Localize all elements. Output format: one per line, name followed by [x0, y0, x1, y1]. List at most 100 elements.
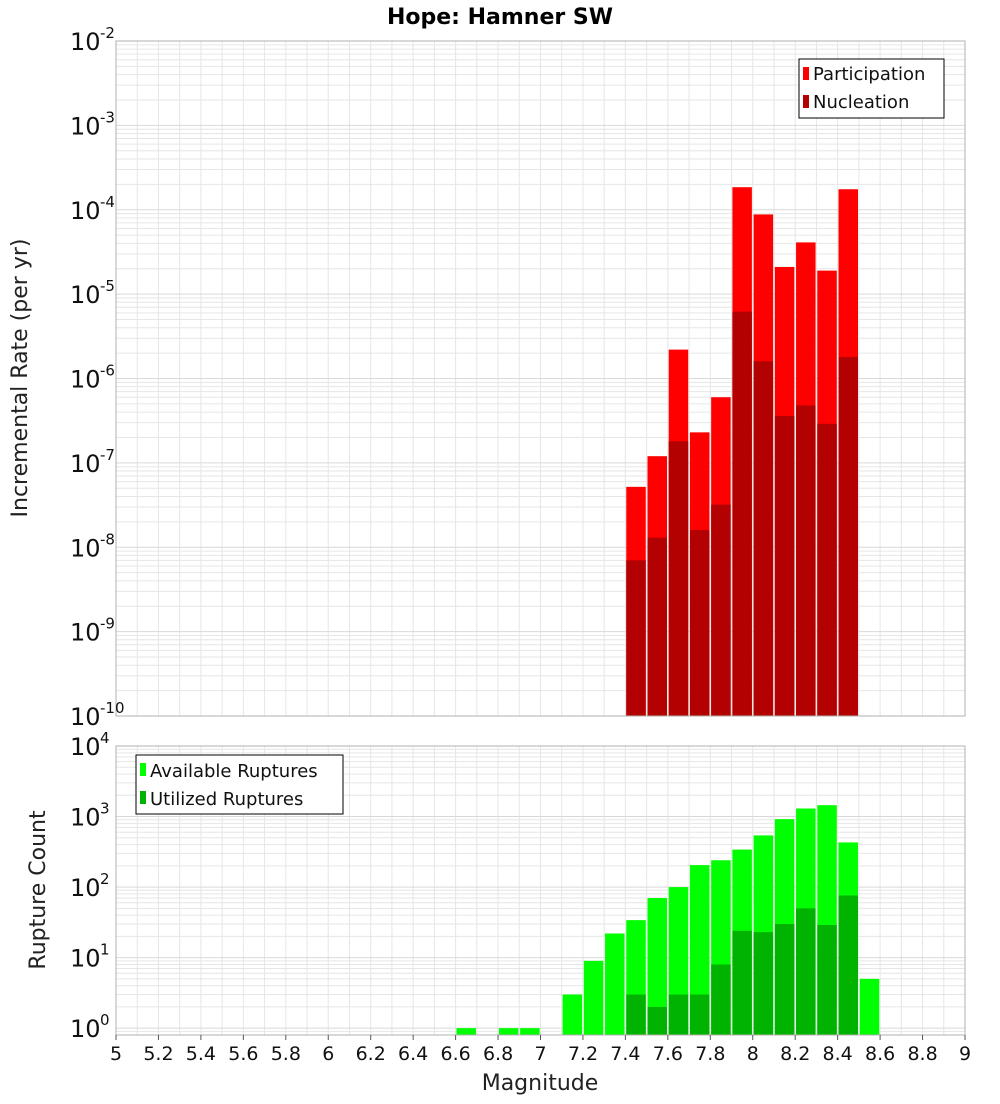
top-y-tick-exponent: -10	[100, 699, 125, 717]
legend-nucleation-swatch	[803, 95, 809, 108]
bar-utilized-ruptures	[711, 964, 731, 1035]
bar-nucleation	[626, 560, 646, 716]
x-tick-label: 6.4	[398, 1043, 428, 1065]
top-y-tick-exponent: -9	[100, 615, 115, 633]
bar-available-ruptures	[605, 933, 625, 1035]
top-y-tick-base: 10	[70, 281, 101, 309]
legend-utilized-swatch	[140, 791, 146, 804]
bar-nucleation	[711, 504, 731, 716]
bottom-y-tick-base: 10	[70, 733, 101, 761]
x-tick-label: 6	[322, 1043, 334, 1065]
legend-available-swatch	[140, 763, 146, 776]
bar-available-ruptures	[859, 978, 880, 1035]
legend-nucleation-label: Nucleation	[813, 92, 909, 113]
x-tick-label: 8.4	[823, 1043, 853, 1065]
top-y-tick-exponent: -8	[100, 530, 115, 548]
x-tick-label: 7.8	[695, 1043, 725, 1065]
bar-nucleation	[774, 415, 795, 716]
top-y-tick-base: 10	[70, 450, 101, 478]
bar-utilized-ruptures	[838, 895, 859, 1035]
bottom-y-axis-label: Rupture Count	[26, 810, 51, 970]
bar-utilized-ruptures	[626, 994, 646, 1035]
bar-nucleation	[647, 537, 667, 716]
bar-utilized-ruptures	[732, 930, 752, 1035]
legend-participation-swatch	[803, 67, 809, 80]
top-y-tick-base: 10	[70, 534, 101, 562]
bar-available-ruptures	[583, 960, 604, 1035]
top-y-tick-exponent: -5	[100, 277, 115, 295]
top-y-tick-base: 10	[70, 619, 101, 647]
x-tick-label: 7.2	[568, 1043, 598, 1065]
bar-nucleation	[753, 361, 774, 716]
top-legend: Participation Nucleation	[798, 58, 945, 119]
bar-utilized-ruptures	[774, 923, 795, 1035]
top-y-tick-base: 10	[70, 197, 101, 225]
x-tick-label: 5.6	[228, 1043, 258, 1065]
x-tick-label: 9	[959, 1043, 971, 1065]
bottom-y-tick-base: 10	[70, 945, 101, 973]
bar-utilized-ruptures	[817, 925, 837, 1035]
bar-nucleation	[689, 530, 710, 716]
top-y-tick-exponent: -7	[100, 446, 115, 464]
top-y-tick-base: 10	[70, 28, 101, 56]
legend-participation-label: Participation	[813, 64, 925, 85]
legend-utilized-label: Utilized Ruptures	[150, 789, 303, 810]
top-panel-bars	[626, 187, 859, 717]
bar-utilized-ruptures	[689, 994, 710, 1035]
top-y-tick-base: 10	[70, 112, 101, 140]
x-axis-ticks: 5 5.2 5.4 5.6 5.8 6 6.2 6.4 6.6 6.8 7 7.2 7.4 7.6 7.8 8…	[110, 1035, 971, 1065]
top-y-tick-exponent: -6	[100, 362, 115, 380]
bar-nucleation	[817, 423, 837, 716]
bar-utilized-ruptures	[647, 1006, 667, 1035]
x-tick-label: 5.2	[143, 1043, 173, 1065]
x-tick-label: 8.2	[780, 1043, 810, 1065]
x-tick-label: 5.4	[186, 1043, 216, 1065]
bar-utilized-ruptures	[668, 994, 689, 1035]
bar-utilized-ruptures	[753, 932, 774, 1035]
bottom-y-tick-base: 10	[70, 874, 101, 902]
bottom-panel-bars	[456, 805, 880, 1035]
bottom-y-tick-exponent: 4	[100, 729, 110, 747]
bar-available-ruptures	[647, 898, 667, 1035]
top-y-tick-base: 10	[70, 703, 101, 731]
x-tick-label: 5	[110, 1043, 122, 1065]
x-tick-label: 6.8	[483, 1043, 513, 1065]
top-panel-grid	[115, 40, 966, 717]
bottom-legend-box	[135, 754, 344, 815]
bottom-y-tick-exponent: 0	[100, 1011, 110, 1029]
x-tick-label: 5.8	[271, 1043, 301, 1065]
x-tick-label: 7	[534, 1043, 546, 1065]
top-y-tick-exponent: -3	[100, 108, 115, 126]
x-axis-label: Magnitude	[482, 1071, 599, 1096]
bar-utilized-ruptures	[796, 908, 816, 1035]
bottom-legend: Available Ruptures Utilized Ruptures	[135, 754, 344, 815]
x-tick-label: 7.6	[653, 1043, 683, 1065]
bottom-y-tick-base: 10	[70, 804, 101, 832]
bar-nucleation	[732, 311, 752, 716]
legend-available-label: Available Ruptures	[150, 761, 318, 782]
top-y-tick-exponent: -2	[100, 24, 115, 42]
bar-nucleation	[668, 441, 689, 716]
chart-title: Hope: Hamner SW	[387, 5, 613, 30]
x-tick-label: 8.6	[865, 1043, 895, 1065]
top-legend-box	[798, 58, 945, 119]
top-panel-frame	[115, 40, 966, 717]
x-tick-label: 7.4	[610, 1043, 640, 1065]
bar-available-ruptures	[456, 1028, 476, 1035]
x-tick-label: 8	[747, 1043, 759, 1065]
bar-available-ruptures	[689, 865, 710, 1035]
bottom-y-tick-exponent: 3	[100, 800, 110, 818]
bottom-y-tick-exponent: 2	[100, 870, 110, 888]
x-tick-label: 6.6	[440, 1043, 470, 1065]
bar-available-ruptures	[562, 994, 583, 1035]
top-y-tick-exponent: -4	[100, 193, 115, 211]
bar-nucleation	[796, 405, 816, 716]
x-tick-label: 8.8	[907, 1043, 937, 1065]
bar-nucleation	[838, 356, 859, 716]
bottom-y-tick-base: 10	[70, 1015, 101, 1043]
bar-available-ruptures	[520, 1028, 540, 1035]
